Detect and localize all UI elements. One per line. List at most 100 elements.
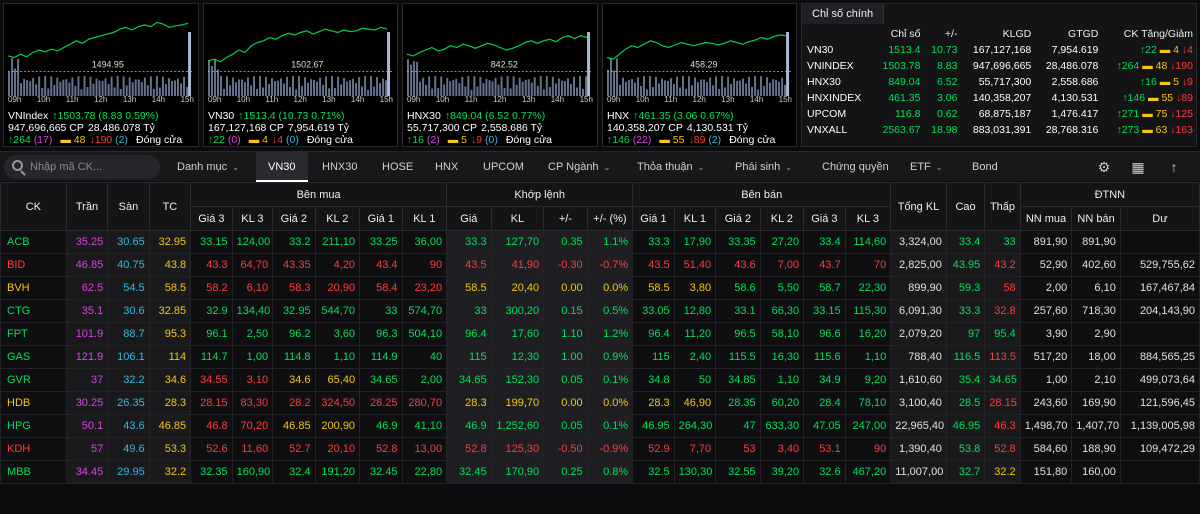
- reference-value: 458.29: [690, 59, 717, 69]
- table-row[interactable]: BID 46.85 40.75 43.8 43.3 64,70 43.35 4,20 43.4 9…: [0, 253, 1200, 277]
- match-change: 0.00: [543, 276, 588, 300]
- table-row[interactable]: HPG 50.1 43.6 46.85 46.8 70,20 46.85 200,90 46.9…: [0, 414, 1200, 438]
- volume-bar: [188, 32, 192, 96]
- bid-price: 58.2: [190, 276, 233, 300]
- header-ck[interactable]: CK: [0, 182, 67, 231]
- sub-header: Giá 3: [190, 206, 233, 231]
- tab-main-index[interactable]: Chỉ số chính: [802, 4, 885, 24]
- index-panel-hnx[interactable]: 458.29 09h 10h 11h 12h 13h 14h 15h HNX ↑461.35 …: [602, 3, 797, 147]
- index-panel-vnindex[interactable]: 1494.95 09h 10h 11h 12h 13h 14h 15h VNIndex ↑15…: [3, 3, 199, 147]
- volume-bar: [210, 66, 213, 96]
- grid-icon[interactable]: ▦: [1131, 159, 1145, 175]
- volume-bar: [80, 89, 83, 96]
- volume-bar: [760, 76, 763, 96]
- index-panel-vn30[interactable]: 1502.67 09h 10h 11h 12h 13h 14h 15h VN30 ↑1513.…: [203, 3, 398, 147]
- volume-bar: [434, 76, 437, 96]
- tab-hose[interactable]: HOSE: [382, 152, 413, 182]
- summary-row[interactable]: VNXALL 2563.67 18.98 883,031,391 28,768.…: [804, 122, 1196, 138]
- foreign-sell: 2,90: [1071, 322, 1121, 346]
- summary-index-change: 8.83: [937, 60, 958, 72]
- bid-price: 96.1: [190, 322, 233, 346]
- tab-label: HNX: [435, 161, 459, 173]
- volume-bar: [461, 77, 464, 96]
- foreign-sell: 188,90: [1071, 437, 1121, 461]
- summary-row[interactable]: VN30 1513.4 10.73 167,127,168 7,954.619 …: [804, 42, 1196, 58]
- tab-phái-sinh[interactable]: Phái sinh ⌄: [735, 152, 792, 182]
- table-row[interactable]: CTG 35.1 30.6 32.85 32.9 134,40 32.95 544,70 33 5…: [0, 299, 1200, 323]
- table-row[interactable]: GVR 37 32.2 34.6 34.55 3,10 34.6 65,40 34.65 2,00…: [0, 368, 1200, 392]
- high-price: 43.95: [945, 253, 986, 277]
- tab-etf[interactable]: ETF ⌄: [910, 152, 942, 182]
- tab-hnx[interactable]: HNX: [435, 152, 458, 182]
- volume-bar: [697, 82, 700, 96]
- time-tick: 11h: [265, 95, 279, 104]
- tab-danh-mục[interactable]: Danh mục ⌄: [177, 152, 239, 182]
- tab-cp-ngành[interactable]: CP Ngành ⌄: [548, 152, 610, 182]
- bid-volume: 160,90: [231, 460, 274, 484]
- bid-price: 52.6: [190, 437, 233, 461]
- time-axis: 09h 10h 11h 12h 13h 14h 15h: [607, 95, 792, 104]
- ask-volume: 114,60: [844, 230, 892, 254]
- tab-vn30[interactable]: VN30: [256, 152, 308, 182]
- volume-bar: [482, 83, 485, 96]
- sub-header: KL 1: [401, 206, 448, 231]
- summary-row[interactable]: HNXINDEX 461.35 3.06 140,358,207 4,130.5…: [804, 90, 1196, 106]
- volume-bar: [74, 85, 77, 96]
- table-row[interactable]: GAS 121.9 106.1 114 114.7 1,00 114.8 1,10 114.9 4…: [0, 345, 1200, 369]
- index-panel-hnx30[interactable]: 842.52 09h 10h 11h 12h 13h 14h 15h HNX30 ↑849.0…: [402, 3, 598, 147]
- table-row[interactable]: FPT 101.9 88.7 95.3 96.1 2,50 96.2 3,60 96.3 504,…: [0, 322, 1200, 346]
- summary-row[interactable]: UPCOM 116.8 0.62 68,875,187 1,476.417 ↑2…: [804, 106, 1196, 122]
- tab-chứng-quyền[interactable]: Chứng quyền: [822, 152, 889, 182]
- index-breadth: ↑146 (22) ▬ 55 ↓89 (2) Đóng cửa: [607, 134, 792, 146]
- tab-hnx30[interactable]: HNX30: [322, 152, 357, 182]
- header-matched: Khớp lệnh: [446, 182, 634, 207]
- ask-volume: 7,70: [673, 437, 717, 461]
- table-row[interactable]: MBB 34.45 29.95 32.2 32.35 160,90 32.4 191,20 32…: [0, 460, 1200, 484]
- summary-klgd: 140,358,207: [972, 92, 1032, 104]
- arrow-up-icon[interactable]: ↑: [1170, 159, 1178, 175]
- stock-search[interactable]: [4, 155, 160, 179]
- match-change-pct: 0.0%: [586, 276, 634, 300]
- bid-volume: 191,20: [314, 460, 361, 484]
- reference-price: 58.5: [148, 276, 192, 300]
- volume-bar: [554, 83, 557, 96]
- bid-volume: 23,20: [401, 276, 448, 300]
- board-toolbar: Danh mục⌄ VN30 HNX30 HOSE HNX UPCOM CP Ngành⌄ T…: [0, 151, 1200, 182]
- index-line: [607, 34, 787, 60]
- volume-bar: [784, 84, 787, 96]
- time-tick: 13h: [521, 95, 536, 104]
- ask-volume: 5,50: [759, 276, 805, 300]
- stock-symbol: KDH: [0, 437, 67, 461]
- volume-bar: [143, 77, 146, 96]
- volume-bar: [346, 81, 349, 96]
- floor-price: 32.2: [107, 368, 150, 392]
- tab-bond[interactable]: Bond: [972, 152, 998, 182]
- volume-bar: [131, 82, 134, 96]
- time-tick: 12h: [492, 95, 507, 104]
- ask-price: 47.05: [803, 414, 846, 438]
- volume-bar: [587, 32, 591, 96]
- ask-price: 58.5: [632, 276, 675, 300]
- table-row[interactable]: KDH 57 49.6 53.3 52.6 11,60 52.7 20,10 52.8 13,00…: [0, 437, 1200, 461]
- bid-volume: 211,10: [314, 230, 361, 254]
- table-row[interactable]: ACB 35.25 30.65 32.95 33.15 124,00 33.2 211,10 3…: [0, 230, 1200, 254]
- high-price: 32.7: [945, 460, 986, 484]
- search-input[interactable]: [30, 159, 150, 175]
- tab-thỏa-thuận[interactable]: Thỏa thuận ⌄: [637, 152, 704, 182]
- summary-row[interactable]: VNINDEX 1503.78 8.83 947,696,665 28,486.…: [804, 58, 1196, 74]
- match-change: -0.50: [543, 437, 588, 461]
- ask-volume: 78,10: [844, 391, 892, 415]
- gear-icon[interactable]: ⚙: [1097, 159, 1111, 175]
- table-row[interactable]: HDB 30.25 26.35 28.3 28.15 83,30 28.2 324,50 28.…: [0, 391, 1200, 415]
- foreign-sell: 718,30: [1071, 299, 1121, 323]
- foreign-sell: 160,00: [1071, 460, 1121, 484]
- summary-row[interactable]: HNX30 849.04 6.52 55,717,300 2,558.686 ↑…: [804, 74, 1196, 90]
- stock-symbol: MBB: [0, 460, 67, 484]
- volume-bar: [89, 76, 92, 96]
- match-price: 46.9: [446, 414, 492, 438]
- volume-bar: [676, 76, 679, 96]
- tab-upcom[interactable]: UPCOM: [483, 152, 524, 182]
- volume-bar: [125, 85, 128, 96]
- summary-breadth: ↑273 ▬ 63 ↓163: [1116, 124, 1193, 136]
- table-row[interactable]: BVH 62.5 54.5 58.5 58.2 6,10 58.3 20,90 58.4 23,2…: [0, 276, 1200, 300]
